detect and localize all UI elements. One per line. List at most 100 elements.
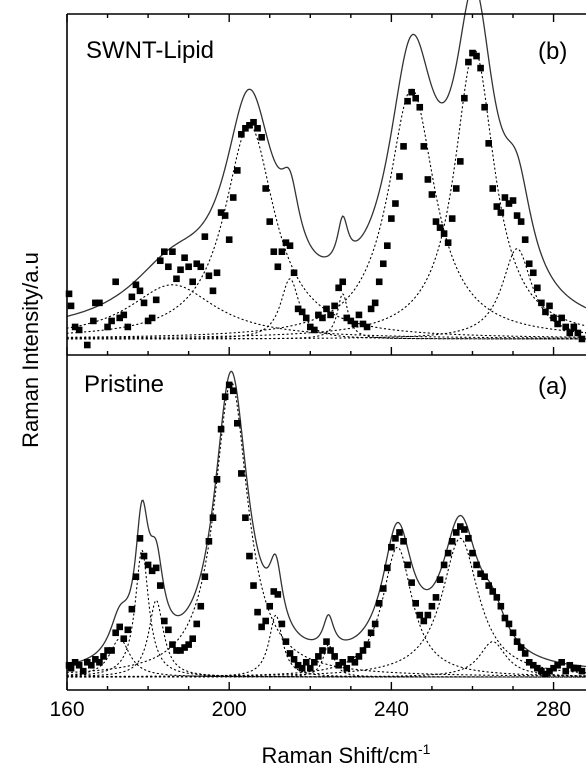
panel-b-data-point-90 (432, 218, 440, 225)
x-tick-label: 200 (212, 698, 247, 721)
panel-a-data-point-70 (343, 664, 351, 672)
panel-b-data-point-6 (90, 317, 97, 325)
panel-b-data-point-121 (558, 314, 565, 322)
panel-a (65, 370, 586, 678)
panel-b-data-point-37 (217, 209, 225, 216)
panel-b-data-point-80 (392, 200, 399, 207)
panel-a-data-point-64 (319, 647, 326, 654)
panel-a-data-point-51 (266, 602, 274, 610)
panel-a-data-point-15 (120, 635, 128, 642)
panel-b-data-point-10 (108, 317, 115, 325)
panel-b-data-point-67 (339, 278, 347, 286)
panel-a-data-point-86 (408, 579, 415, 586)
panel-b-data-point-1 (65, 290, 73, 298)
panel-a-data-point-111 (509, 629, 517, 637)
panel-a-data-point-31 (185, 641, 192, 648)
panel-a-data-point-107 (493, 594, 501, 601)
panel-b-data-point-119 (550, 314, 557, 322)
panel-b-data-point-102 (481, 103, 488, 111)
panel-b-data-point-29 (185, 263, 192, 271)
panel-b-data-point-34 (205, 272, 213, 280)
panel-a-data-point-10 (100, 653, 107, 660)
panel-a-data-point-80 (384, 564, 391, 572)
panel-b-title: SWNT-Lipid (86, 37, 214, 64)
panel-b-data-point-24 (165, 263, 172, 271)
panel-b-data-point-100 (473, 52, 480, 60)
panel-b-data-point-55 (290, 269, 298, 277)
panel-a-data-point-37 (209, 514, 217, 521)
panel-a-component-peak-7 (66, 546, 586, 678)
panel-b-fit-curve (66, 0, 586, 317)
panel-b-data-point-70 (351, 320, 359, 328)
panel-b-data-point-49 (266, 218, 274, 225)
panel-a-data-point-98 (457, 523, 464, 530)
panel-b-data-point-98 (465, 58, 472, 66)
panel-b-data-point-61 (315, 311, 322, 319)
y-axis-label: Raman Intensity/a.u (18, 252, 43, 448)
panel-a-data-point-27 (169, 641, 176, 648)
panel-a-data-point-46 (246, 552, 253, 560)
panel-b-data-point-14 (124, 323, 132, 331)
panel-b-data-point-40 (229, 194, 237, 201)
panel-b-data-point-111 (517, 218, 525, 225)
panel-a-data-point-128 (578, 667, 586, 675)
panel-b-data-point-5 (83, 341, 91, 349)
panel-a-data-point-66 (327, 647, 334, 654)
panel-b-data-point-47 (258, 134, 265, 141)
x-tick-label: 280 (536, 698, 571, 721)
panel-a-data-point-89 (420, 617, 428, 625)
x-ticks: 160 200 240 280 (49, 14, 571, 721)
panel-b-data-point-94 (448, 215, 456, 222)
panel-a-data-point-83 (396, 529, 403, 536)
panel-b-data-point-91 (436, 224, 444, 231)
panel-a-data-point-124 (562, 667, 570, 675)
panel-b-data-point-60 (311, 326, 318, 334)
panel-b-data-point-118 (546, 302, 553, 310)
panel-b-data-point-73 (363, 323, 371, 331)
panel-b-data-point-23 (161, 248, 168, 255)
panel-b-data-point-110 (513, 212, 521, 219)
panel-a-data-point-75 (363, 641, 371, 648)
panel-a-data-point-101 (469, 549, 476, 557)
panel-b-data-point-89 (428, 191, 436, 198)
panel-a-data-point-81 (388, 543, 395, 551)
panel-a-data-point-82 (392, 535, 399, 542)
panel-a-data-point-106 (489, 588, 497, 595)
panel-b-data-point-97 (461, 94, 468, 102)
panel-a-data-point-115 (525, 658, 533, 666)
panel-b-data-point-62 (319, 314, 326, 322)
panel-a-data-point-96 (448, 538, 456, 545)
panel-b-data-point-107 (501, 194, 509, 201)
panel-b-data-point-17 (136, 287, 144, 295)
panel-a-data-point-5 (79, 667, 87, 675)
panel-b-data-point-19 (144, 317, 152, 325)
panel-a-data-point-6 (83, 658, 91, 666)
panel-a-data-point-109 (501, 614, 509, 622)
panel-a-data-point-84 (400, 538, 407, 545)
panel-a-data-point-45 (242, 514, 249, 521)
panel-b-data-point-13 (120, 311, 128, 319)
panel-b-data-point-16 (132, 281, 140, 289)
panel-b-data-point-20 (148, 314, 156, 322)
panel-a-data-point-120 (546, 667, 553, 675)
panel-b (65, 0, 586, 349)
panel-b-data-point-27 (177, 266, 184, 274)
panel-b-data-point-115 (534, 284, 541, 292)
panel-b-data-point-109 (509, 197, 517, 204)
panel-a-data-point-103 (477, 570, 484, 578)
panel-a-data-point-76 (367, 629, 375, 637)
axes-frame (66, 13, 586, 691)
panel-a-data-point-8 (92, 656, 99, 663)
panel-b-data-point-76 (375, 278, 383, 286)
panel-a-data-point-105 (485, 582, 492, 589)
panel-b-component-peak-7 (66, 248, 586, 340)
panel-b-data-point-105 (493, 203, 501, 210)
panel-b-data-point-84 (408, 88, 415, 96)
panel-a-data-point-110 (505, 620, 513, 628)
panel-a-component-peak-1 (66, 638, 586, 678)
panel-a-data-point-63 (315, 653, 322, 660)
panel-b-data-point-15 (128, 293, 136, 301)
panel-b-data-point-54 (286, 242, 294, 249)
panel-b-data-point-32 (197, 263, 205, 271)
panel-b-data-point-125 (574, 329, 582, 337)
